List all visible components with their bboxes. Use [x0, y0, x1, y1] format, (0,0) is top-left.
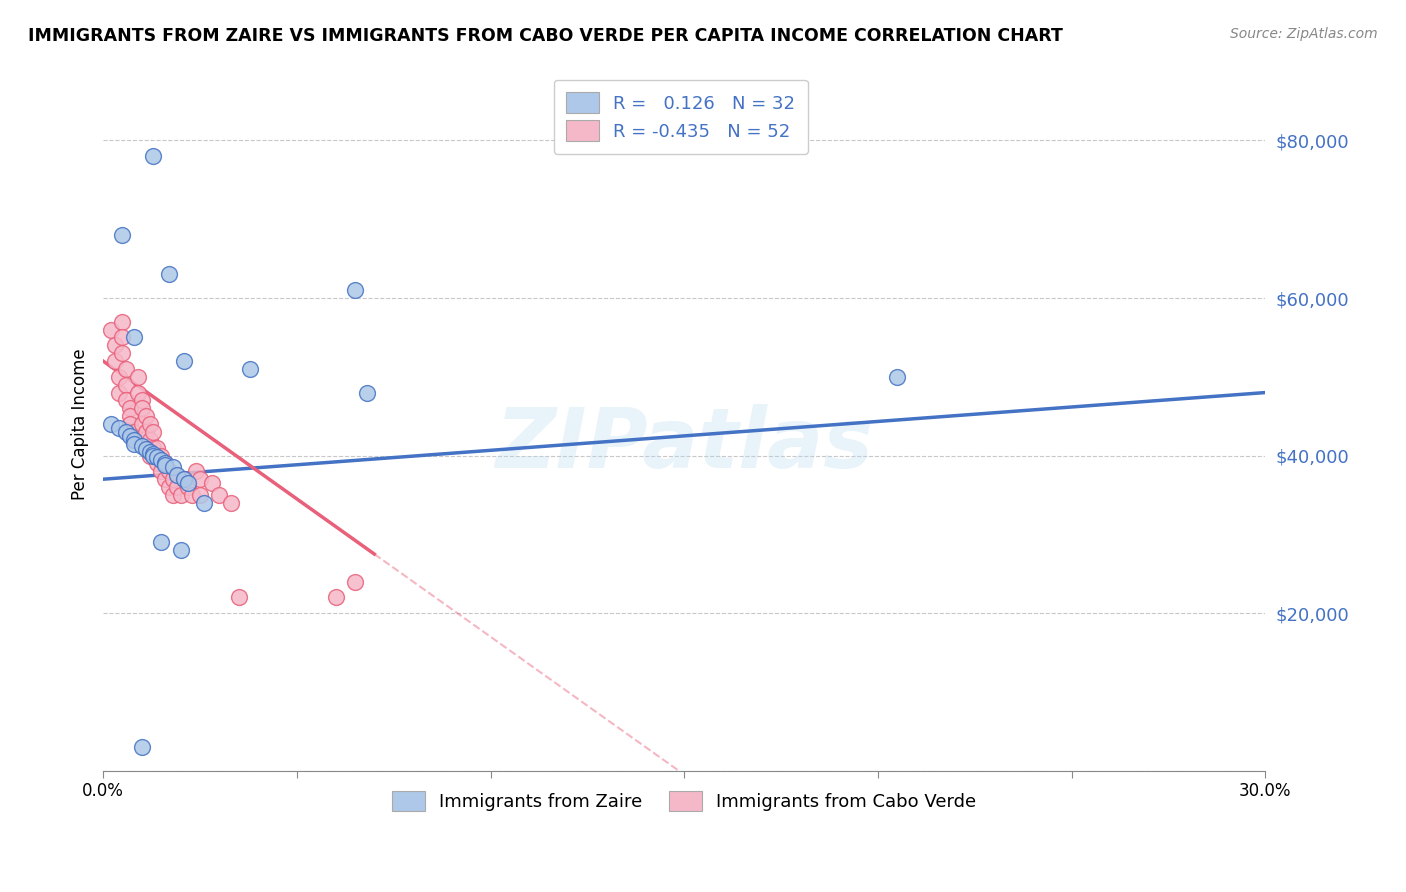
Point	[111, 227, 134, 242]
Point	[142, 441, 165, 455]
Point	[122, 436, 145, 450]
Point	[122, 433, 145, 447]
Point	[166, 480, 188, 494]
Point	[239, 362, 262, 376]
Point	[150, 452, 173, 467]
Point	[115, 425, 138, 439]
Point	[177, 480, 200, 494]
Point	[122, 425, 145, 439]
Point	[188, 472, 211, 486]
Point	[153, 458, 176, 472]
Point	[115, 393, 138, 408]
Point	[111, 315, 134, 329]
Point	[122, 330, 145, 344]
Point	[120, 409, 142, 424]
Point	[111, 346, 134, 360]
Point	[173, 354, 195, 368]
Point	[135, 442, 157, 457]
Point	[177, 476, 200, 491]
Point	[120, 401, 142, 416]
Point	[131, 417, 153, 431]
Point	[142, 447, 165, 461]
Text: Source: ZipAtlas.com: Source: ZipAtlas.com	[1230, 27, 1378, 41]
Point	[115, 377, 138, 392]
Point	[131, 393, 153, 408]
Point	[219, 496, 242, 510]
Point	[208, 488, 231, 502]
Point	[343, 574, 366, 589]
Point	[131, 740, 153, 755]
Point	[142, 149, 165, 163]
Text: IMMIGRANTS FROM ZAIRE VS IMMIGRANTS FROM CABO VERDE PER CAPITA INCOME CORRELATIO: IMMIGRANTS FROM ZAIRE VS IMMIGRANTS FROM…	[28, 27, 1063, 45]
Point	[127, 369, 149, 384]
Point	[184, 464, 207, 478]
Point	[120, 429, 142, 443]
Point	[162, 488, 184, 502]
Point	[138, 433, 160, 447]
Point	[138, 449, 160, 463]
Point	[138, 444, 160, 458]
Point	[150, 449, 173, 463]
Point	[153, 457, 176, 471]
Legend: Immigrants from Zaire, Immigrants from Cabo Verde: Immigrants from Zaire, Immigrants from C…	[380, 778, 988, 824]
Point	[100, 417, 122, 431]
Text: ZIPatlas: ZIPatlas	[495, 404, 873, 485]
Point	[104, 354, 127, 368]
Point	[356, 385, 378, 400]
Point	[193, 496, 215, 510]
Point	[104, 338, 127, 352]
Point	[135, 409, 157, 424]
Point	[127, 385, 149, 400]
Point	[142, 425, 165, 439]
Point	[157, 268, 180, 282]
Point	[162, 472, 184, 486]
Point	[886, 369, 908, 384]
Point	[146, 457, 169, 471]
Point	[131, 439, 153, 453]
Point	[150, 535, 173, 549]
Point	[325, 591, 347, 605]
Point	[138, 417, 160, 431]
Point	[153, 472, 176, 486]
Point	[200, 476, 222, 491]
Point	[162, 460, 184, 475]
Point	[107, 385, 129, 400]
Point	[150, 464, 173, 478]
Point	[173, 472, 195, 486]
Point	[142, 449, 165, 463]
Point	[157, 464, 180, 478]
Point	[169, 488, 191, 502]
Point	[146, 441, 169, 455]
Point	[166, 468, 188, 483]
Point	[228, 591, 250, 605]
Point	[107, 421, 129, 435]
Point	[169, 543, 191, 558]
Point	[146, 450, 169, 465]
Y-axis label: Per Capita Income: Per Capita Income	[72, 348, 89, 500]
Point	[157, 480, 180, 494]
Point	[135, 425, 157, 439]
Point	[188, 488, 211, 502]
Point	[120, 417, 142, 431]
Point	[122, 433, 145, 447]
Point	[153, 457, 176, 471]
Point	[173, 472, 195, 486]
Point	[131, 401, 153, 416]
Point	[107, 369, 129, 384]
Point	[100, 322, 122, 336]
Point	[111, 330, 134, 344]
Point	[181, 488, 204, 502]
Point	[115, 362, 138, 376]
Point	[343, 283, 366, 297]
